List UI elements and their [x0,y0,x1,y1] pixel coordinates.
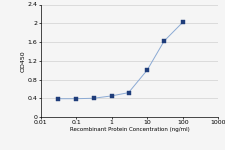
X-axis label: Recombinant Protein Concentration (ng/ml): Recombinant Protein Concentration (ng/ml… [70,127,189,132]
Y-axis label: OD450: OD450 [21,50,26,72]
